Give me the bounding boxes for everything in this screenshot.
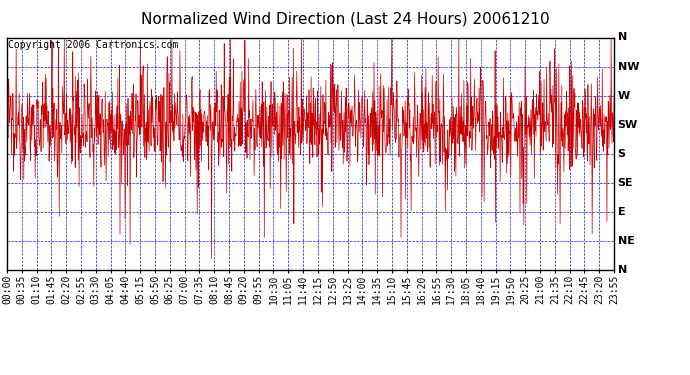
Text: Normalized Wind Direction (Last 24 Hours) 20061210: Normalized Wind Direction (Last 24 Hours… bbox=[141, 11, 549, 26]
Text: NE: NE bbox=[618, 236, 634, 246]
Text: W: W bbox=[618, 91, 630, 101]
Text: N: N bbox=[618, 265, 627, 275]
Text: NW: NW bbox=[618, 62, 639, 72]
Text: S: S bbox=[618, 149, 626, 159]
Text: SE: SE bbox=[618, 178, 633, 188]
Text: Copyright 2006 Cartronics.com: Copyright 2006 Cartronics.com bbox=[8, 40, 179, 50]
Text: SW: SW bbox=[618, 120, 638, 130]
Text: N: N bbox=[618, 33, 627, 42]
Text: E: E bbox=[618, 207, 625, 217]
